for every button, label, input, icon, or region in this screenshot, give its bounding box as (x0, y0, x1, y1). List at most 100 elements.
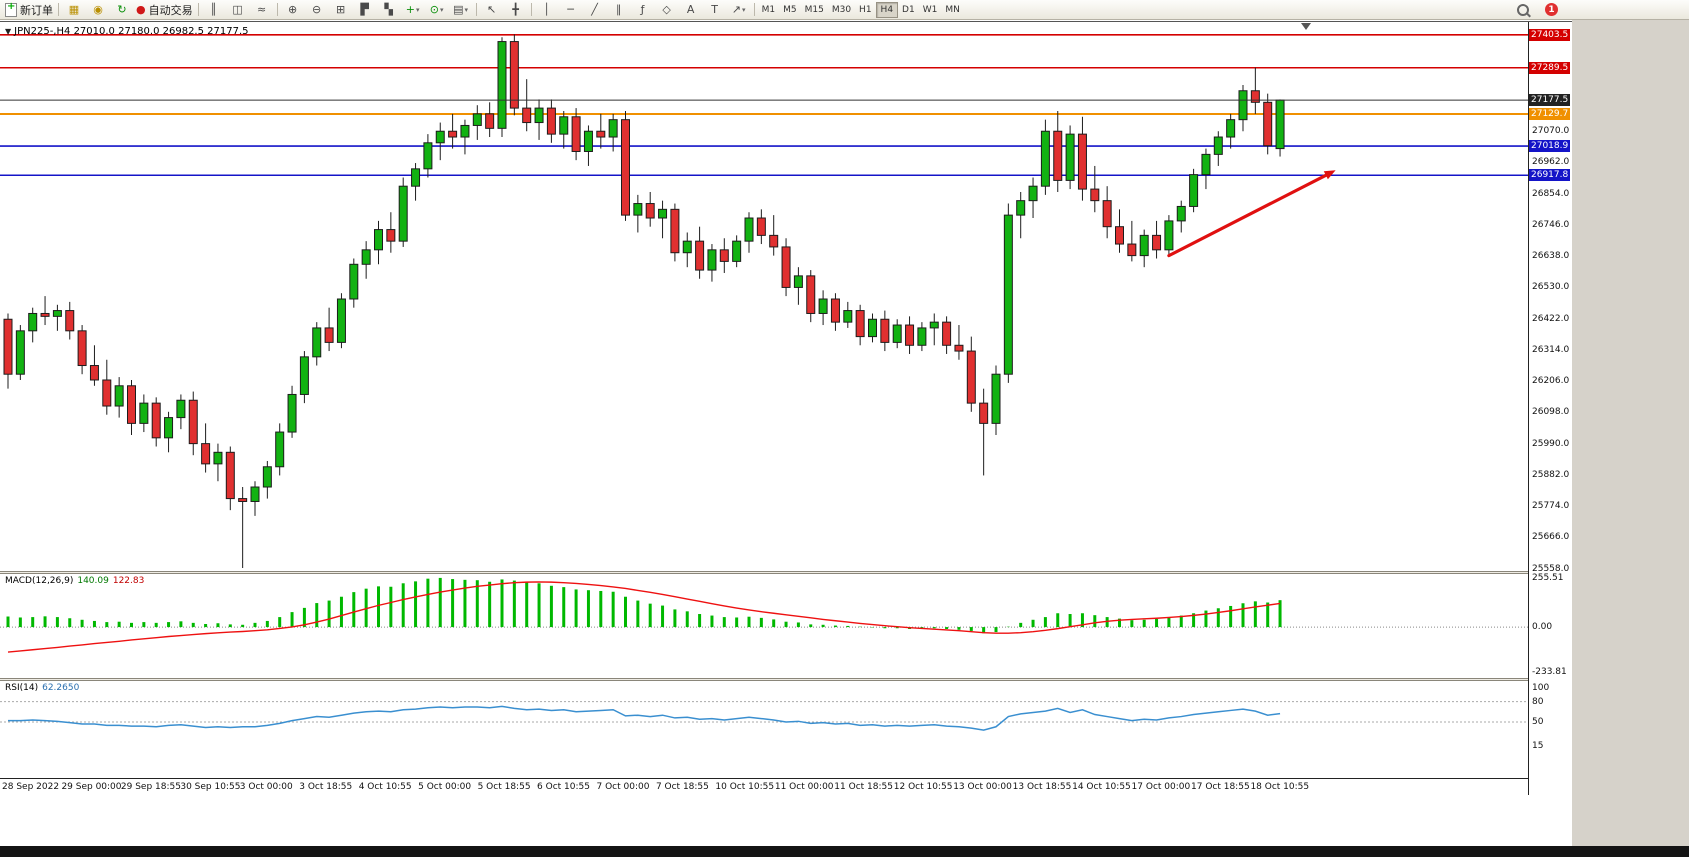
timeframe-m5-button[interactable]: M5 (783, 4, 797, 15)
notification-badge[interactable]: 1 (1545, 3, 1558, 16)
zoom-in-icon: ⊕ (288, 3, 298, 16)
timeframe-m15-button[interactable]: M15 (804, 4, 824, 15)
timeframe-h4-button[interactable]: H4 (875, 1, 899, 18)
cursor-tool-button[interactable]: ↖ (480, 2, 504, 18)
candle-body (460, 124, 470, 138)
candle-body (336, 298, 346, 343)
candle-body (324, 327, 334, 343)
candle-body (275, 431, 285, 468)
timeframe-w1-button[interactable]: W1 (922, 4, 938, 15)
timeframe-m1-button[interactable]: M1 (761, 4, 776, 15)
alerts-button[interactable]: ◉ (86, 2, 110, 18)
vertical-line-tool-button[interactable]: │ (535, 2, 559, 18)
text-label-tool-button[interactable]: T (703, 2, 727, 18)
candle-body (719, 249, 729, 262)
zoom-in-button[interactable]: ⊕ (281, 2, 305, 18)
periods-button[interactable]: ⊙ ▾ (425, 2, 449, 18)
templates-button[interactable]: ▤ ▾ (449, 2, 473, 18)
tile-windows-button[interactable]: ⊞ (329, 2, 353, 18)
trend-arrow-annotation[interactable] (1167, 170, 1336, 258)
price-axis-tick: 25666.0 (1532, 532, 1570, 543)
line-chart-button[interactable]: ≈ (250, 2, 274, 18)
dropdown-arrow-icon: ▾ (464, 5, 469, 14)
new-order-icon (5, 1, 17, 17)
horizontal-line-tool-button[interactable]: ─ (559, 2, 583, 18)
time-axis-label: 30 Sep 10:55 (180, 782, 241, 792)
channel-tool-button[interactable]: ∥ (607, 2, 631, 18)
bottom-status-strip (0, 846, 1689, 857)
candle-body (818, 298, 828, 314)
cascade-windows-button[interactable]: ▛ (353, 2, 377, 18)
toolbar-separator (58, 3, 59, 16)
arrange-windows-button[interactable]: ▚ (377, 2, 401, 18)
macd-signal-value: 122.83 (112, 576, 145, 586)
toolbar-separator (197, 3, 199, 16)
search-button[interactable] (1511, 2, 1535, 18)
auto-trading-button[interactable]: ● 自动交易 (134, 2, 195, 18)
rsi-indicator-panel[interactable] (0, 681, 1528, 777)
candle-body (682, 240, 692, 254)
one-click-trading-toggle[interactable]: ▼ (5, 27, 12, 36)
price-axis-tick: 25882.0 (1532, 469, 1570, 480)
timeframe-d1-button[interactable]: D1 (902, 4, 915, 15)
rsi-line (8, 705, 1281, 731)
main-price-chart[interactable] (0, 22, 1528, 571)
candle-chart-button[interactable]: ◫ (226, 2, 250, 18)
trendline-tool-button[interactable]: ╱ (583, 2, 607, 18)
toolbar-separator (475, 3, 477, 16)
candle-body (1176, 205, 1186, 222)
time-axis-label: 11 Oct 00:00 (774, 782, 834, 792)
candle-body (1139, 234, 1149, 257)
crosshair-tool-button[interactable]: ╋ (504, 2, 528, 18)
panel-separator-macd-rsi[interactable] (0, 678, 1572, 681)
price-badge-26917.8: 26917.8 (1529, 169, 1571, 182)
candles-layer[interactable] (3, 34, 1285, 568)
chart-title: ▼ JPN225-,H4 27010.0 27180.0 26982.5 2717… (5, 26, 249, 37)
candle-body (868, 318, 877, 338)
fibonacci-tool-button[interactable]: ƒ (631, 2, 655, 18)
toolbar-separator (276, 3, 278, 16)
candle-body (151, 402, 161, 439)
candle-body (707, 249, 717, 271)
candle-body (695, 240, 705, 271)
candle-body (114, 385, 124, 407)
tile-windows-icon: ⊞ (336, 3, 346, 16)
timeframe-m30-button[interactable]: M30 (831, 4, 852, 15)
rsi-axis-tick: 50 (1532, 717, 1544, 727)
candle-body (1226, 119, 1236, 138)
zoom-out-button[interactable]: ⊖ (305, 2, 329, 18)
timeframe-h1-button[interactable]: H1 (859, 4, 872, 15)
arrows-tool-button[interactable]: ↗ ▾ (727, 2, 751, 18)
candle-body (127, 385, 136, 424)
new-order-button[interactable]: 新订单 (3, 1, 55, 18)
time-axis[interactable]: 28 Sep 2022 29 Sep 00:00 29 Sep 18:55 30 Se… (0, 778, 1528, 795)
price-badge-27177.5: 27177.5 (1529, 94, 1571, 107)
bar-chart-button[interactable]: ║ (202, 2, 226, 18)
candle-body (929, 321, 939, 329)
price-axis-tick: 25774.0 (1532, 501, 1570, 512)
candle-body (201, 443, 211, 465)
price-axis[interactable]: 27070.0 26962.0 26854.0 26746.0 26638.0 26530… (1529, 22, 1572, 795)
new-chart-button[interactable]: + ▾ (401, 2, 425, 18)
candle-body (608, 119, 618, 138)
macd-signal-line (7, 581, 1281, 653)
candle-body (892, 324, 902, 343)
market-watch-button[interactable]: ▦ (62, 2, 86, 18)
panel-separator-main-macd[interactable] (0, 571, 1572, 574)
chart-shift-marker[interactable] (1301, 23, 1311, 30)
timeframe-mn-button[interactable]: MN (945, 4, 960, 15)
candle-body (942, 321, 952, 346)
candle-body (781, 246, 791, 288)
search-icon (1517, 3, 1529, 16)
macd-indicator-panel[interactable] (0, 574, 1528, 678)
time-axis-label: 7 Oct 00:00 (596, 782, 650, 792)
candle-body (806, 275, 816, 314)
shapes-tool-button[interactable]: ◇ (655, 2, 679, 18)
candle-body (423, 142, 433, 170)
candle-body (1115, 226, 1124, 245)
auto-trading-icon: ● (136, 3, 146, 16)
refresh-button[interactable]: ↻ (110, 2, 134, 18)
text-tool-button[interactable]: A (679, 2, 703, 18)
candle-body (954, 344, 964, 352)
candle-body (1250, 90, 1260, 103)
